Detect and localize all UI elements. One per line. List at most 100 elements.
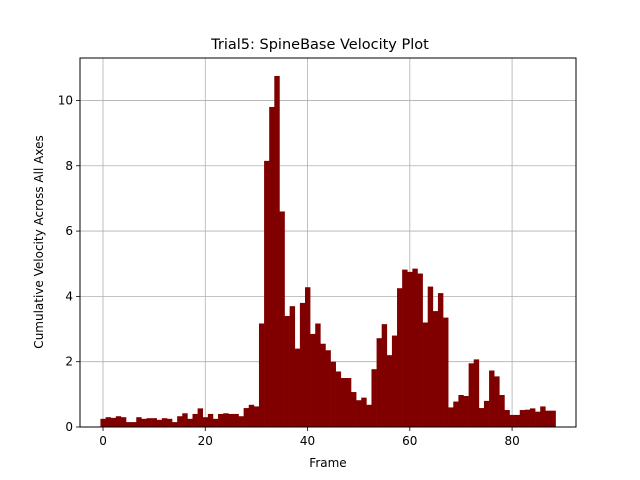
bar [315, 323, 321, 427]
y-tick-label: 8 [65, 159, 73, 173]
bar [269, 106, 275, 427]
bar [187, 418, 193, 427]
bar [151, 418, 158, 427]
bar [340, 378, 347, 427]
bar [432, 311, 439, 427]
bar [499, 394, 505, 427]
bar [402, 269, 408, 427]
bar [448, 407, 454, 427]
bar [120, 417, 127, 427]
bar [540, 406, 546, 427]
bar [427, 286, 434, 427]
bar [182, 413, 188, 427]
bar [161, 418, 168, 427]
bar [299, 302, 306, 427]
y-tick-label: 0 [65, 420, 73, 434]
bar [463, 395, 469, 427]
bar [489, 370, 495, 427]
bar [110, 417, 117, 427]
bar [264, 160, 270, 427]
y-axis-ticks: 0 2 4 6 8 10 [58, 93, 80, 434]
bar [545, 410, 551, 427]
y-tick-label: 2 [65, 355, 73, 369]
bar [233, 413, 239, 427]
bar [166, 418, 173, 427]
bar [473, 359, 480, 427]
bar [376, 338, 382, 427]
bar [325, 350, 331, 427]
bar [330, 361, 336, 427]
bar [105, 417, 111, 427]
bar [494, 376, 500, 427]
y-axis-label: Cumulative Velocity Across All Axes [32, 135, 46, 348]
x-tick-label: 20 [198, 434, 213, 448]
x-tick-label: 60 [402, 434, 417, 448]
bar [115, 416, 122, 427]
bar [131, 422, 137, 427]
bar [274, 75, 280, 427]
chart-title: Trial5: SpineBase Velocity Plot [210, 37, 429, 53]
bar [146, 418, 152, 427]
bar [207, 413, 214, 427]
bar [483, 400, 490, 427]
y-tick-label: 4 [65, 289, 73, 303]
bar [478, 408, 485, 427]
bar [356, 400, 362, 427]
bar [243, 408, 250, 427]
bar [443, 317, 449, 427]
bar [381, 324, 388, 427]
x-tick-label: 40 [300, 434, 315, 448]
bar [437, 293, 444, 427]
bar [407, 271, 413, 427]
bars [100, 75, 556, 427]
bar [202, 417, 209, 427]
bar [535, 411, 541, 427]
bar [136, 417, 142, 427]
bar [212, 418, 219, 427]
bar [386, 355, 393, 427]
bar [366, 404, 372, 427]
bar [335, 371, 342, 427]
bar [412, 268, 418, 427]
x-tick-label: 0 [99, 434, 107, 448]
bar [371, 369, 377, 427]
bar [514, 414, 521, 427]
bar [529, 408, 536, 427]
bar [223, 413, 229, 427]
bar [361, 397, 367, 427]
bar [458, 394, 464, 427]
bar [279, 211, 285, 427]
bar [397, 288, 403, 427]
bar [156, 419, 163, 427]
bar [345, 378, 352, 427]
x-tick-label: 80 [504, 434, 519, 448]
bar [550, 410, 556, 427]
bar [172, 422, 178, 427]
bar [504, 410, 510, 427]
bar [253, 406, 260, 427]
y-tick-label: 6 [65, 224, 73, 238]
bar [304, 287, 311, 427]
x-axis-ticks: 0 20 40 60 80 [99, 427, 520, 448]
bar [422, 322, 429, 427]
bar [351, 392, 357, 427]
bar [310, 333, 316, 427]
bar [294, 348, 301, 427]
bar [468, 363, 475, 427]
bar [417, 273, 423, 427]
bar [391, 335, 398, 427]
bar [453, 401, 459, 427]
bar [100, 418, 106, 427]
bar [192, 413, 198, 427]
bar [258, 323, 265, 427]
bar [284, 315, 290, 427]
bar [141, 418, 147, 427]
bar [218, 413, 224, 427]
bar [509, 414, 515, 427]
bar [126, 422, 132, 427]
x-axis-label: Frame [309, 456, 346, 470]
bar [524, 409, 531, 427]
y-tick-label: 10 [58, 93, 73, 107]
bar [228, 413, 234, 427]
